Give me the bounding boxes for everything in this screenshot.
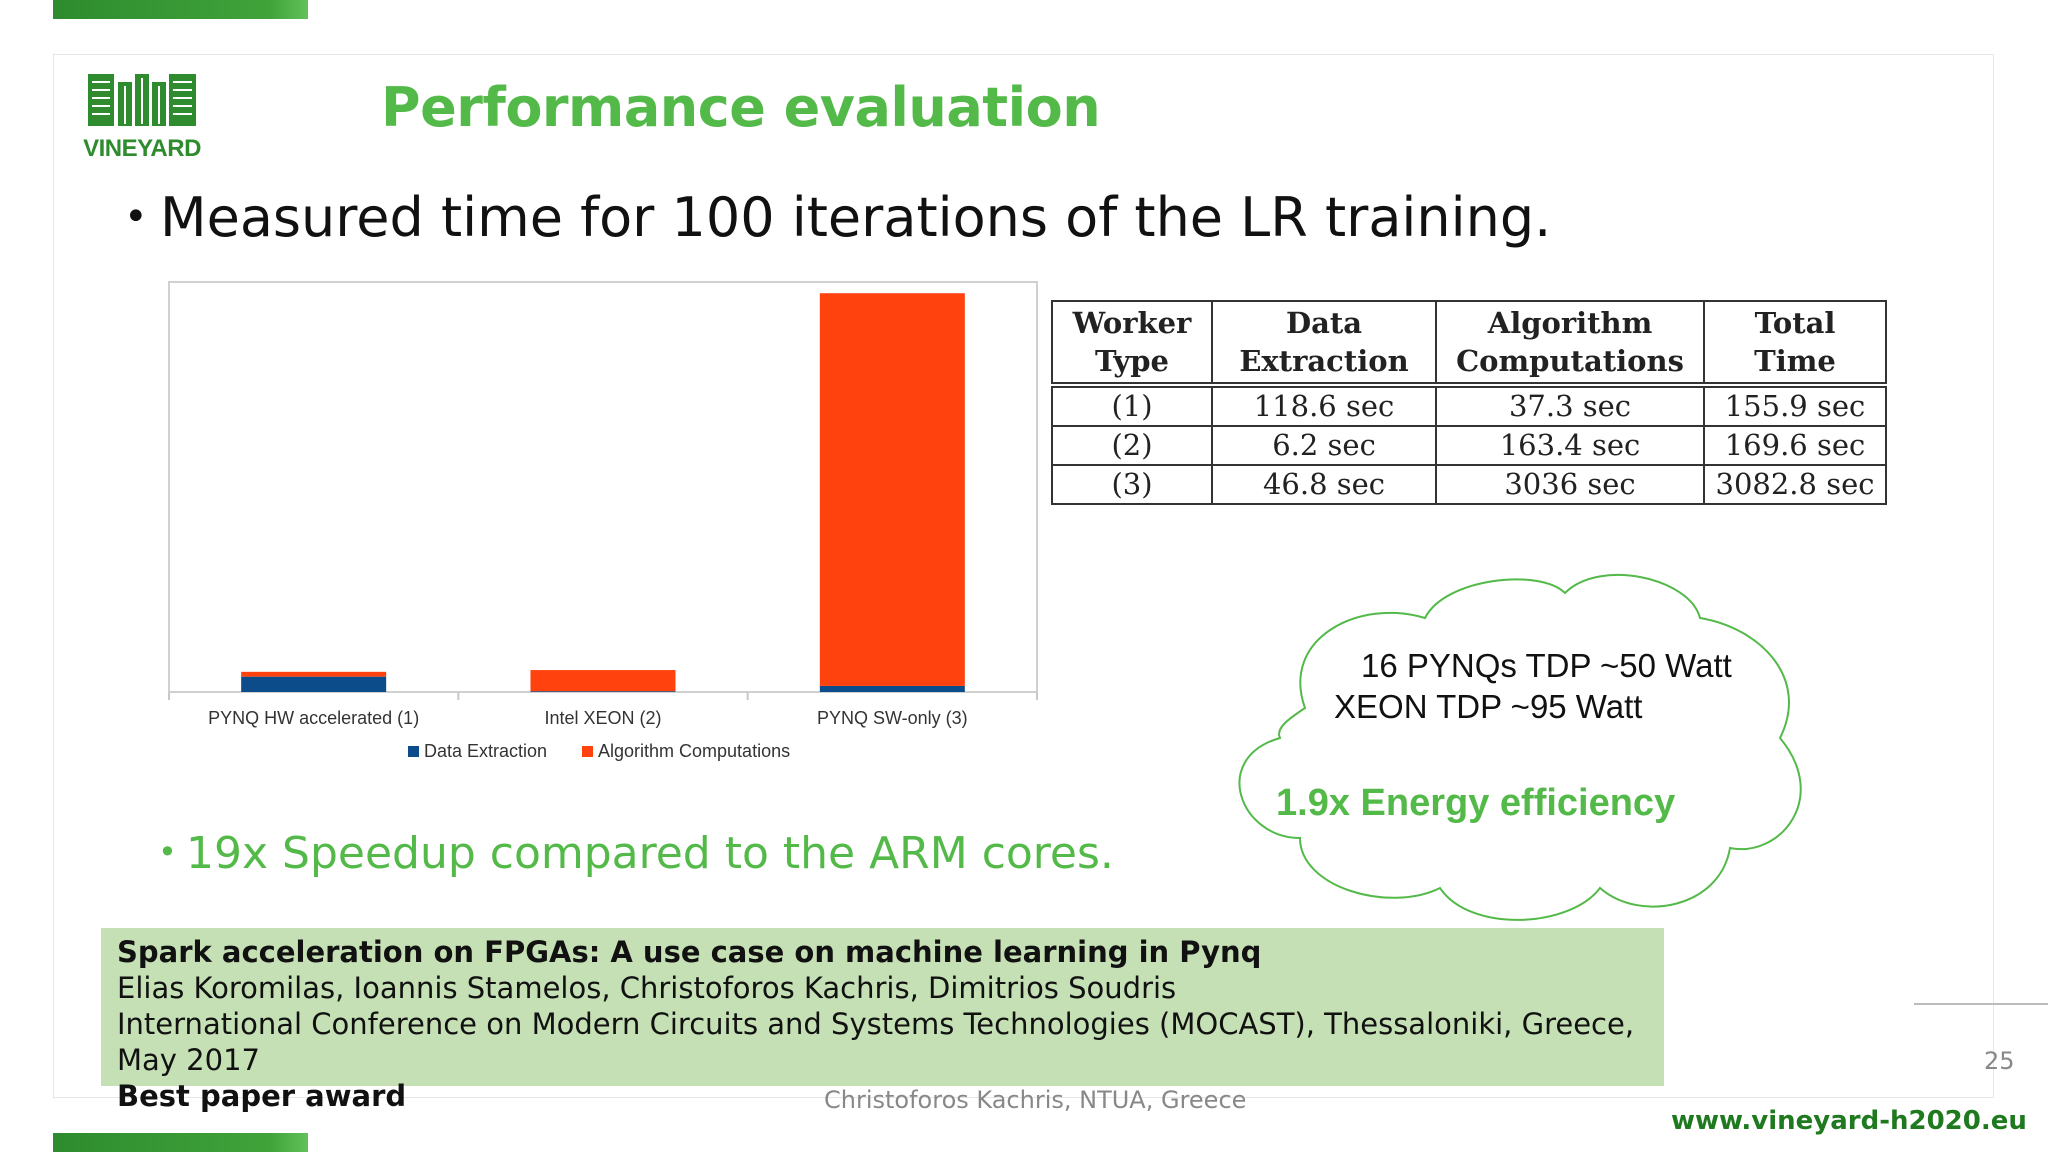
reference-title: Spark acceleration on FPGAs: A use case … [117, 935, 1262, 969]
bar-data-extraction-3 [819, 685, 965, 692]
header-total-time: Total Time [1703, 300, 1887, 388]
legend-swatch-data-extraction [408, 746, 419, 757]
cloud-xeon-tdp: XEON TDP ~95 Watt [1334, 688, 1643, 725]
reference-box: Spark acceleration on FPGAs: A use case … [101, 928, 1664, 1113]
cloud-callout-shape [1238, 573, 1802, 921]
bar-data-extraction-1 [241, 676, 387, 692]
table-cell: 3036 sec [1435, 464, 1705, 505]
header-worker-type: Worker Type [1051, 300, 1213, 388]
table-cell: 118.6 sec [1211, 384, 1437, 427]
speedup-bullet: • 19x Speedup compared to the ARM cores. [158, 828, 1114, 879]
cloud-energy-efficiency: 1.9x Energy efficiency [1276, 782, 1676, 824]
main-bullet: • Measured time for 100 iterations of the… [124, 186, 1551, 249]
header-algorithm-computations: Algorithm Computations [1435, 300, 1705, 388]
logo-text: VINEYARD [83, 135, 201, 162]
legend-swatch-algorithm-computations [582, 746, 593, 757]
table-row: (1) 118.6 sec 37.3 sec 155.9 sec [1051, 384, 1887, 427]
reference-venue: International Conference on Modern Circu… [117, 1007, 1635, 1077]
top-accent-bar [53, 0, 308, 19]
table-cell: 169.6 sec [1703, 425, 1887, 466]
reference-authors: Elias Koromilas, Ioannis Stamelos, Chris… [117, 971, 1177, 1005]
footer-author: Christoforos Kachris, NTUA, Greece [824, 1086, 1247, 1114]
table-cell: 37.3 sec [1435, 384, 1705, 427]
reference-award: Best paper award [117, 1079, 407, 1113]
table-row: (3) 46.8 sec 3036 sec 3082.8 sec [1051, 464, 1887, 505]
table-header-row: Worker Type Data Extraction Algorithm Compu… [1051, 300, 1887, 388]
table-cell: (3) [1051, 464, 1213, 505]
bullet-dot: • [124, 194, 148, 240]
table-cell: 155.9 sec [1703, 384, 1887, 427]
timing-table: Worker Type Data Extraction Algorithm Compu… [1051, 300, 1887, 505]
table-cell: 3082.8 sec [1703, 464, 1887, 505]
bar-algorithm-computations-2 [530, 670, 676, 692]
header-data-extraction: Data Extraction [1211, 300, 1437, 388]
page-number: 25 [1984, 1047, 2015, 1075]
page-title: Performance evaluation [381, 76, 1101, 139]
table-cell: 6.2 sec [1211, 425, 1437, 466]
table-cell: (2) [1051, 425, 1213, 466]
x-tick-label: Intel XEON (2) [544, 708, 661, 728]
legend-label-algorithm-computations: Algorithm Computations [598, 741, 790, 761]
x-tick-label: PYNQ HW accelerated (1) [208, 708, 419, 728]
table-row: (2) 6.2 sec 163.4 sec 169.6 sec [1051, 425, 1887, 466]
bar-algorithm-computations-1 [241, 671, 387, 677]
footer-url[interactable]: www.vineyard-h2020.eu [1671, 1106, 2027, 1136]
legend-label-data-extraction: Data Extraction [424, 741, 547, 761]
table-cell: (1) [1051, 384, 1213, 427]
slide-frame [53, 54, 1994, 1098]
bottom-accent-bar [53, 1133, 308, 1152]
side-divider [1914, 1003, 2048, 1005]
table-cell: 46.8 sec [1211, 464, 1437, 505]
speedup-bullet-text: 19x Speedup compared to the ARM cores. [186, 828, 1114, 879]
vineyard-logo-icon [88, 74, 196, 126]
table-cell: 163.4 sec [1435, 425, 1705, 466]
bar-data-extraction-2 [530, 691, 676, 692]
bullet-dot: • [158, 833, 177, 871]
main-bullet-text: Measured time for 100 iterations of the … [160, 186, 1552, 249]
cloud-pynq-tdp: 16 PYNQs TDP ~50 Watt [1361, 647, 1732, 684]
bar-algorithm-computations-3 [819, 293, 965, 686]
stacked-bar-chart: PYNQ HW accelerated (1) Intel XEON (2) PYN… [168, 281, 1038, 761]
x-tick-label: PYNQ SW-only (3) [817, 708, 968, 728]
